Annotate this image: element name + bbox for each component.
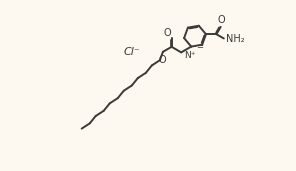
Text: =: = — [196, 42, 203, 51]
Text: NH₂: NH₂ — [226, 34, 245, 44]
Text: O: O — [217, 15, 225, 25]
Text: O: O — [158, 55, 166, 65]
Text: N⁺: N⁺ — [184, 51, 196, 60]
Text: O: O — [163, 28, 171, 38]
Text: Cl⁻: Cl⁻ — [123, 47, 140, 57]
